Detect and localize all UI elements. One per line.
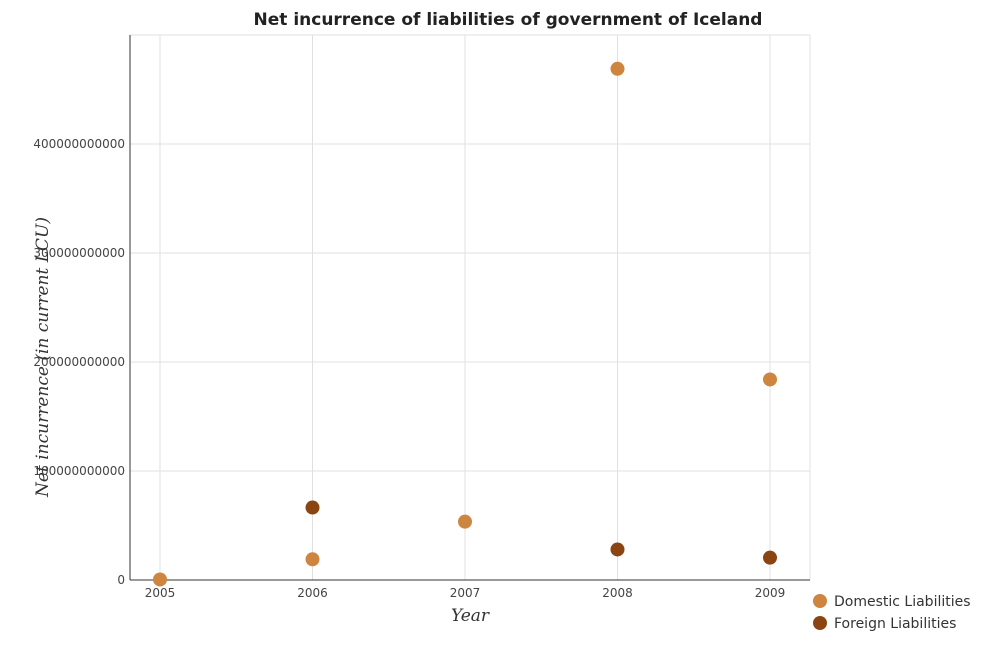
x-tick-label: 2008 (602, 586, 633, 600)
y-tick-label: 300000000000 (33, 246, 125, 260)
legend-marker (813, 616, 827, 630)
point-foreign-liabilities (610, 542, 625, 557)
point-domestic-liabilities (763, 372, 777, 387)
y-tick-label: 200000000000 (33, 355, 125, 369)
point-domestic-liabilities (458, 514, 472, 529)
point-foreign-liabilities (305, 500, 320, 515)
x-tick-label: 2007 (450, 586, 481, 600)
axes (129, 35, 810, 581)
point-foreign-liabilities (763, 550, 777, 565)
x-tick-label: 2009 (755, 586, 786, 600)
x-axis-label: Year (451, 606, 490, 626)
legend-label: Domestic Liabilities (834, 594, 971, 610)
point-domestic-liabilities (153, 572, 167, 587)
legend: Domestic Liabilities Foreign Liabilities (813, 594, 971, 632)
grid-lines (130, 34, 811, 581)
legend-marker (813, 594, 827, 608)
y-axis-label: Net incurrence (in current LCU) (33, 217, 53, 498)
point-domestic-liabilities (610, 61, 625, 76)
y-tick-label: 400000000000 (33, 137, 125, 151)
y-tick-label: 100000000000 (33, 464, 125, 478)
data-points (153, 61, 777, 587)
y-tick-label: 0 (117, 573, 125, 587)
x-tick-label: 2005 (145, 586, 176, 600)
point-domestic-liabilities (305, 552, 320, 567)
x-tick-label: 2006 (297, 586, 328, 600)
tick-labels: 2005 2006 2007 2008 2009 0 100000000000 2000000… (33, 137, 785, 600)
legend-label: Foreign Liabilities (834, 616, 956, 632)
chart-title: Net incurrence of liabilities of governm… (254, 10, 763, 30)
